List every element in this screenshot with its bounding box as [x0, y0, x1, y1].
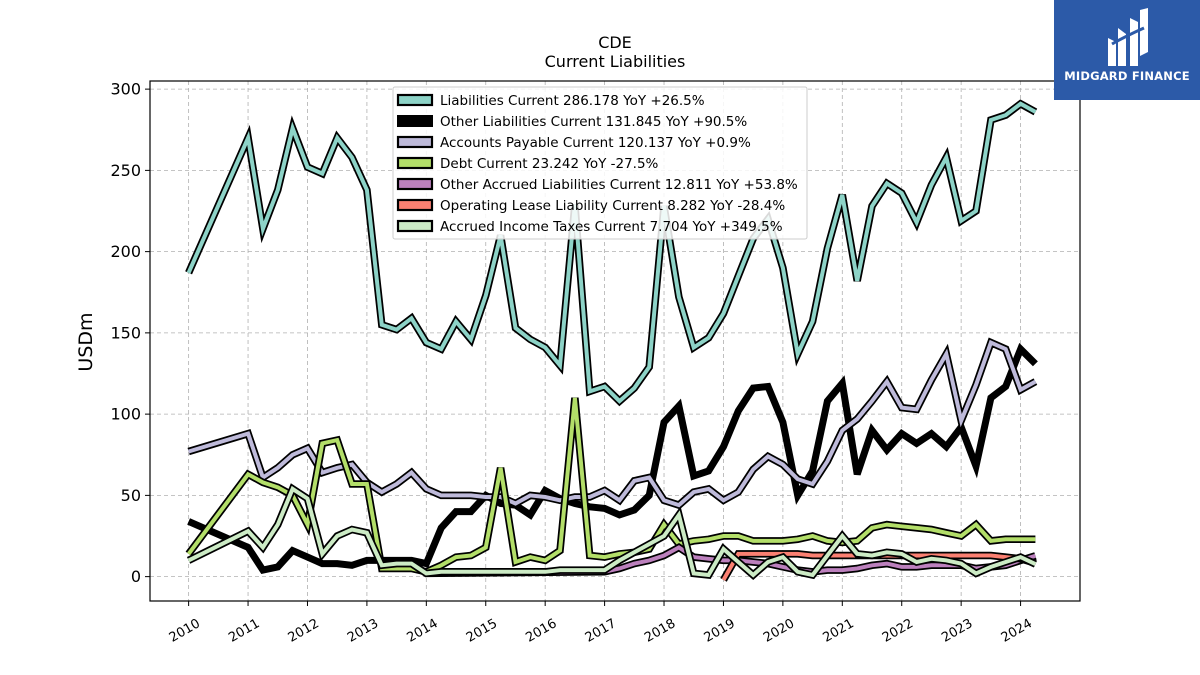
- y-tick-label: 150: [110, 323, 141, 342]
- legend-entry: Other Accrued Liabilities Current 12.811…: [396, 177, 798, 193]
- legend-label: Accrued Income Taxes Current 7.704 YoY +…: [440, 219, 783, 235]
- legend-label: Accounts Payable Current 120.137 YoY +0.…: [440, 135, 751, 151]
- y-tick-label: 200: [110, 242, 141, 261]
- legend-entry: Liabilities Current 286.178 YoY +26.5%: [396, 93, 705, 109]
- legend-swatch: [396, 198, 434, 212]
- legend-swatch: [396, 156, 434, 170]
- legend-label: Debt Current 23.242 YoY -27.5%: [440, 156, 659, 172]
- legend-swatch: [396, 135, 434, 149]
- legend-label: Other Accrued Liabilities Current 12.811…: [440, 177, 798, 193]
- legend-swatch: [396, 93, 434, 107]
- legend-label: Other Liabilities Current 131.845 YoY +9…: [440, 114, 747, 130]
- legend-entry: Accounts Payable Current 120.137 YoY +0.…: [396, 135, 751, 151]
- series-1: [187, 342, 1038, 575]
- series-lines: [185, 99, 1038, 582]
- legend-entry: Other Liabilities Current 131.845 YoY +9…: [397, 114, 747, 130]
- y-tick-label: 100: [110, 405, 141, 424]
- series-line: [186, 101, 1037, 404]
- series-0: [185, 99, 1038, 407]
- legend-entry: Operating Lease Liability Current 8.282 …: [396, 198, 785, 214]
- y-axis-ticks: 0 50 100 150 200 250 300: [110, 80, 150, 586]
- y-tick-label: 300: [110, 80, 141, 99]
- legend: Liabilities Current 286.178 YoY +26.5% Ot…: [392, 86, 808, 240]
- legend-entry: Debt Current 23.242 YoY -27.5%: [396, 156, 659, 172]
- legend-swatch: [396, 177, 434, 191]
- legend-swatch: [397, 115, 433, 127]
- legend-swatch: [396, 219, 434, 233]
- series-6: [186, 483, 1038, 580]
- logo-text: MIDGARD FINANCE: [1064, 69, 1190, 83]
- legend-entry: Accrued Income Taxes Current 7.704 YoY +…: [396, 219, 783, 235]
- y-tick-label: 50: [121, 486, 141, 505]
- legend-label: Liabilities Current 286.178 YoY +26.5%: [440, 93, 705, 109]
- legend-label: Operating Lease Liability Current 8.282 …: [440, 198, 785, 214]
- midgard-finance-logo: MIDGARD FINANCE: [1054, 0, 1200, 100]
- chart-subtitle: Current Liabilities: [545, 52, 686, 71]
- y-tick-label: 0: [131, 567, 141, 586]
- y-axis-label: USDm: [75, 312, 97, 371]
- series-line: [187, 342, 1038, 575]
- chart-title: CDE: [598, 33, 632, 52]
- plot-frame: [149, 80, 1081, 602]
- midgard-m-icon: [1108, 8, 1148, 66]
- series-line: [187, 485, 1037, 578]
- y-tick-label: 250: [110, 161, 141, 180]
- legend-box: [392, 86, 808, 240]
